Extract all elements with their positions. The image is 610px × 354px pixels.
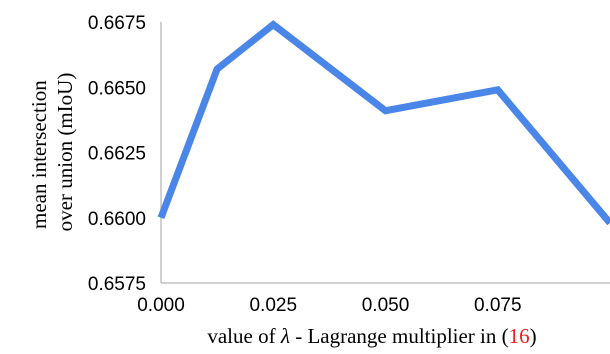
y-axis-title: mean intersection over union (mIoU) [27,73,77,232]
equation-reference-link[interactable]: 16 [509,324,530,348]
lambda-symbol: λ [280,324,290,348]
y-tick-label-1: 0.6600 [88,209,146,230]
y-axis-title-line2: over union (mIoU) [53,73,77,232]
y-tick-label-2: 0.6625 [88,144,146,165]
y-tick-labels: 0.6575 0.6600 0.6625 0.6650 0.6675 [88,13,146,295]
x-tick-label-2: 0.050 [362,295,410,316]
x-tick-label-0: 0.000 [137,295,185,316]
x-tick-labels: 0.000 0.025 0.050 0.075 [137,295,521,316]
x-axis-title-suffix: ) [530,324,537,348]
y-tick-label-0: 0.6575 [88,274,146,295]
series-layer [157,20,610,226]
y-tick-label-3: 0.6650 [88,78,146,99]
x-axis-title-prefix: value of [207,324,280,348]
series-line-0 [157,20,610,226]
x-tick-label-3: 0.075 [474,295,522,316]
x-axis-title: value of λ - Lagrange multiplier in (16) [207,324,536,348]
y-axis-title-line1: mean intersection [27,80,51,229]
x-axis-title-middle: - Lagrange multiplier in ( [290,324,509,348]
x-tick-label-1: 0.025 [249,295,297,316]
y-tick-label-4: 0.6675 [88,13,146,34]
